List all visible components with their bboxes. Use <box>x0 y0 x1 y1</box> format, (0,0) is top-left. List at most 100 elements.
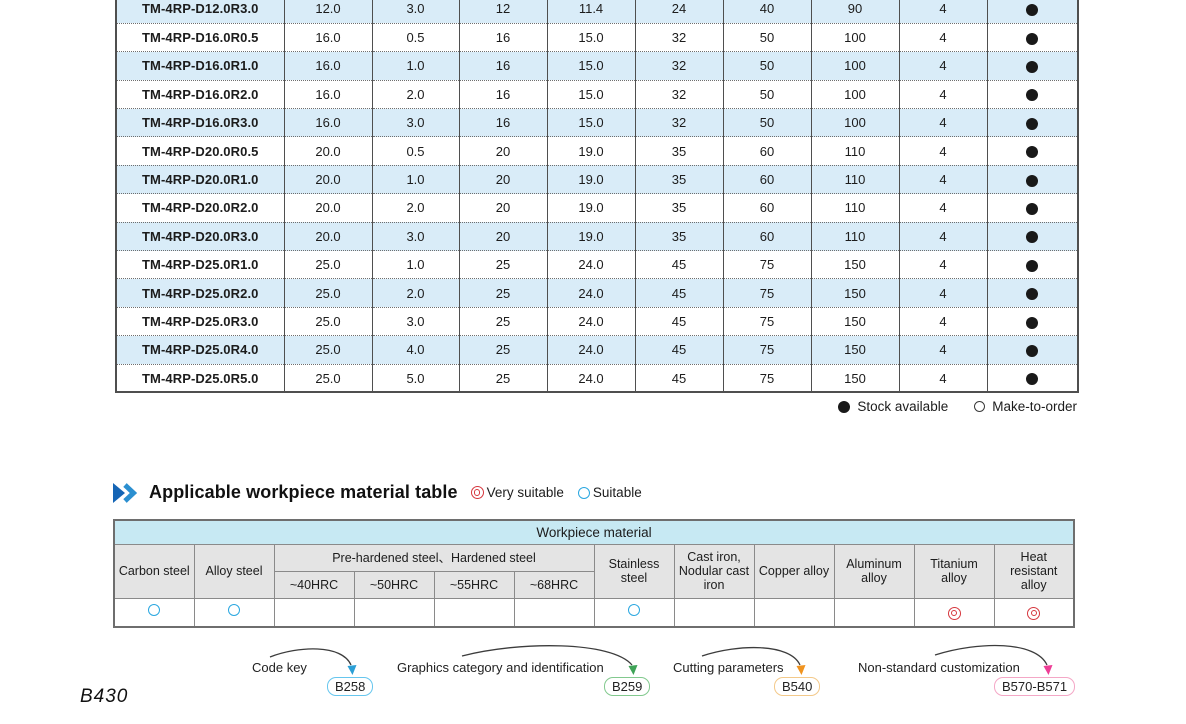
product-row: TM-4RP-D20.0R1.0 20.0 1.0 20 19.0 35 60 … <box>115 164 1079 195</box>
stock-status-cell <box>986 278 1079 308</box>
spec-value-cell: 19.0 <box>546 136 636 166</box>
model-number-cell: TM-4RP-D16.0R1.0 <box>115 51 285 81</box>
stock-status-cell <box>986 108 1079 138</box>
double-chevron-icon <box>113 482 138 503</box>
spec-value-cell: 110 <box>810 193 900 223</box>
spec-value-cell: 75 <box>722 335 812 365</box>
spec-value-cell: 110 <box>810 221 900 252</box>
spec-value-cell: 25.0 <box>283 335 373 365</box>
spec-value-cell: 4 <box>898 363 988 393</box>
stock-available-dot <box>1026 202 1039 215</box>
header-68hrc: ~68HRC <box>513 570 595 599</box>
spec-value-cell: 4 <box>898 108 988 138</box>
spec-value-cell: 20 <box>458 164 548 195</box>
stock-available-legend-item: Stock available <box>838 399 948 414</box>
stock-status-cell <box>986 0 1079 24</box>
spec-value-cell: 45 <box>634 278 724 308</box>
product-row: TM-4RP-D16.0R0.5 16.0 0.5 16 15.0 32 50 … <box>115 22 1079 53</box>
spec-value-cell: 4 <box>898 136 988 166</box>
spec-value-cell: 24.0 <box>546 335 636 365</box>
rating-cell-cast-iron <box>673 597 755 628</box>
spec-value-cell: 32 <box>634 79 724 110</box>
page-ref-badge-b540[interactable]: B540 <box>774 677 821 696</box>
spec-value-cell: 75 <box>722 306 812 337</box>
header-aluminum-alloy: Aluminum alloy <box>833 543 915 599</box>
spec-value-cell: 24.0 <box>546 306 636 337</box>
stock-available-dot <box>1026 174 1039 187</box>
rating-cell-55hrc <box>433 597 515 628</box>
product-row: TM-4RP-D16.0R1.0 16.0 1.0 16 15.0 32 50 … <box>115 51 1079 81</box>
spec-value-cell: 4 <box>898 193 988 223</box>
product-row: TM-4RP-D25.0R5.0 25.0 5.0 25 24.0 45 75 … <box>115 363 1079 393</box>
spec-value-cell: 3.0 <box>371 306 460 337</box>
spec-value-cell: 20.0 <box>283 221 373 252</box>
spec-value-cell: 25 <box>458 250 548 280</box>
rating-cell-stainless-steel <box>593 597 675 628</box>
stock-available-dot <box>1026 32 1039 45</box>
spec-value-cell: 60 <box>722 136 812 166</box>
spec-value-cell: 150 <box>810 278 900 308</box>
spec-value-cell: 24.0 <box>546 278 636 308</box>
stock-available-dot <box>1026 344 1039 357</box>
spec-value-cell: 60 <box>722 193 812 223</box>
very-suitable-icon <box>947 606 961 620</box>
spec-value-cell: 20 <box>458 221 548 252</box>
spec-value-cell: 75 <box>722 278 812 308</box>
rating-cell-heat-resistant-alloy <box>993 597 1075 628</box>
spec-value-cell: 25.0 <box>283 250 373 280</box>
stock-status-cell <box>986 250 1079 280</box>
spec-value-cell: 25 <box>458 363 548 393</box>
spec-value-cell: 150 <box>810 363 900 393</box>
product-row: TM-4RP-D25.0R4.0 25.0 4.0 25 24.0 45 75 … <box>115 335 1079 365</box>
spec-value-cell: 4 <box>898 51 988 81</box>
suitable-label: Suitable <box>592 485 642 500</box>
product-row: TM-4RP-D12.0R3.0 12.0 3.0 12 11.4 24 40 … <box>115 0 1079 24</box>
header-stainless-steel: Stainless steel <box>593 543 675 599</box>
spec-value-cell: 16 <box>458 22 548 53</box>
spec-value-cell: 16.0 <box>283 108 373 138</box>
rating-cell-68hrc <box>513 597 595 628</box>
rating-cell-carbon-steel <box>113 597 195 628</box>
spec-value-cell: 25 <box>458 278 548 308</box>
spec-value-cell: 110 <box>810 164 900 195</box>
make-to-order-label: Make-to-order <box>992 399 1077 414</box>
workpiece-material-table: Workpiece material Carbon steel Alloy st… <box>113 519 1075 628</box>
spec-value-cell: 60 <box>722 221 812 252</box>
very-suitable-icon <box>1027 606 1041 620</box>
page-ref-badge-b259[interactable]: B259 <box>604 677 651 696</box>
model-number-cell: TM-4RP-D20.0R2.0 <box>115 193 285 223</box>
spec-value-cell: 15.0 <box>546 108 636 138</box>
header-40hrc: ~40HRC <box>273 570 355 599</box>
stock-available-dot <box>1026 146 1039 159</box>
spec-value-cell: 4 <box>898 221 988 252</box>
ref-label-cutting-parameters: Cutting parameters <box>673 660 784 675</box>
spec-value-cell: 45 <box>634 335 724 365</box>
product-row: TM-4RP-D16.0R3.0 16.0 3.0 16 15.0 32 50 … <box>115 108 1079 138</box>
product-row: TM-4RP-D20.0R0.5 20.0 0.5 20 19.0 35 60 … <box>115 136 1079 166</box>
stock-status-cell <box>986 221 1079 252</box>
spec-value-cell: 3.0 <box>371 221 460 252</box>
spec-value-cell: 16.0 <box>283 79 373 110</box>
spec-value-cell: 1.0 <box>371 51 460 81</box>
product-row: TM-4RP-D20.0R3.0 20.0 3.0 20 19.0 35 60 … <box>115 221 1079 252</box>
page-ref-badge-b258[interactable]: B258 <box>327 677 374 696</box>
header-heat-resistant-alloy: Heat resistant alloy <box>993 543 1075 599</box>
spec-value-cell: 25.0 <box>283 278 373 308</box>
spec-value-cell: 1.0 <box>371 164 460 195</box>
arrowhead-code-key <box>347 665 357 675</box>
arrowhead-graphics <box>628 665 638 675</box>
spec-value-cell: 75 <box>722 363 812 393</box>
spec-value-cell: 50 <box>722 79 812 110</box>
rating-cell-aluminum-alloy <box>833 597 915 628</box>
arrowhead-cutting-parameters <box>796 665 806 675</box>
model-number-cell: TM-4RP-D20.0R3.0 <box>115 221 285 252</box>
ref-label-graphics-category: Graphics category and identification <box>397 660 604 675</box>
product-spec-table: TM-4RP-D12.0R3.0 12.0 3.0 12 11.4 24 40 … <box>115 0 1079 394</box>
spec-value-cell: 15.0 <box>546 79 636 110</box>
spec-value-cell: 32 <box>634 22 724 53</box>
spec-value-cell: 150 <box>810 335 900 365</box>
page-ref-badge-b570-b571[interactable]: B570-B571 <box>994 677 1076 696</box>
section-title: Applicable workpiece material table <box>149 482 458 502</box>
very-suitable-label: Very suitable <box>486 485 564 500</box>
spec-value-cell: 50 <box>722 108 812 138</box>
